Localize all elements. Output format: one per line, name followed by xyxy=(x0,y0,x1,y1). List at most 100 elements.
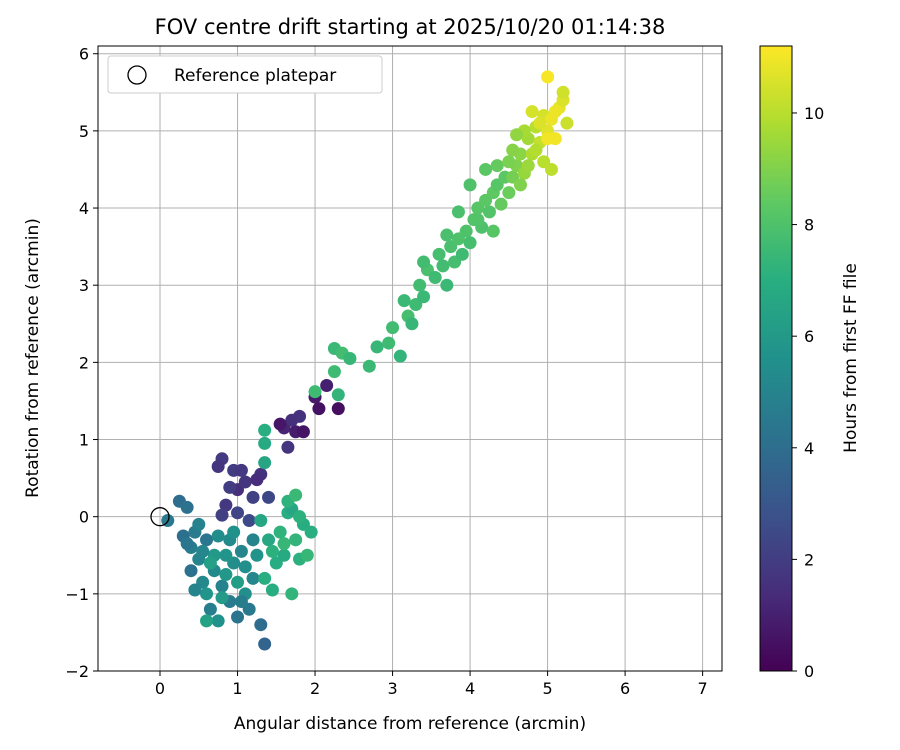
scatter-point xyxy=(436,259,450,273)
scatter-point xyxy=(265,583,279,597)
scatter-point xyxy=(513,178,527,192)
scatter-point xyxy=(455,247,469,261)
scatter-point xyxy=(405,317,419,331)
scatter-point xyxy=(277,537,291,551)
scatter-point xyxy=(203,602,217,616)
scatter-point xyxy=(211,614,225,628)
scatter-point xyxy=(397,294,411,308)
scatter-point xyxy=(246,533,260,547)
x-tick-label: 1 xyxy=(232,679,242,698)
scatter-point xyxy=(541,70,555,84)
scatter-point xyxy=(343,352,357,365)
scatter-point xyxy=(211,460,225,474)
scatter-point xyxy=(482,205,496,219)
scatter-point xyxy=(246,571,260,585)
scatter-point xyxy=(184,564,198,578)
scatter-point xyxy=(258,637,272,651)
scatter-point xyxy=(215,579,229,593)
scatter-point xyxy=(428,270,442,284)
scatter-point xyxy=(525,105,539,119)
scatter-point xyxy=(296,425,310,439)
scatter-point xyxy=(502,155,516,169)
scatter-point xyxy=(258,423,272,437)
scatter-point xyxy=(285,587,299,601)
scatter-point xyxy=(544,162,558,176)
colorbar: 0 2 4 6 8 10 Hours from first FF file xyxy=(759,45,861,681)
scatter-point xyxy=(393,349,407,363)
y-tick-label: 6 xyxy=(79,45,89,64)
scatter-point xyxy=(180,500,194,514)
scatter-point xyxy=(459,224,473,238)
scatter-point xyxy=(308,385,322,399)
scatter-point xyxy=(231,575,245,589)
colorbar-label: Hours from first FF file xyxy=(841,263,861,453)
scatter-point xyxy=(362,359,376,373)
scatter-point xyxy=(451,205,465,219)
scatter-point xyxy=(479,162,493,176)
y-tick-label: 2 xyxy=(79,353,89,372)
scatter-point xyxy=(227,525,241,539)
scatter-point xyxy=(417,290,431,304)
scatter-point xyxy=(200,533,214,547)
legend-entry-reference-platepar: Reference platepar xyxy=(174,66,336,86)
scatter-point xyxy=(331,388,345,402)
scatter-point xyxy=(432,247,446,261)
scatter-point xyxy=(304,525,318,539)
scatter-point xyxy=(502,186,516,200)
legend: Reference platepar xyxy=(107,55,383,94)
reference-point-marker xyxy=(150,507,170,527)
colorbar-tick-label: 8 xyxy=(804,216,814,235)
x-tick-label: 3 xyxy=(387,679,397,698)
scatter-point xyxy=(215,591,229,605)
scatter-point xyxy=(273,525,287,539)
colorbar-tick-label: 4 xyxy=(804,439,814,458)
scatter-point xyxy=(234,463,248,477)
scatter-point xyxy=(231,610,245,624)
scatter-point xyxy=(273,417,287,431)
scatter-point xyxy=(254,618,268,632)
scatter-point xyxy=(370,340,384,354)
scatter-point xyxy=(327,365,341,379)
y-tick-label: 5 xyxy=(79,122,89,141)
x-tick-label: 5 xyxy=(542,679,552,698)
scatter-point xyxy=(215,508,229,522)
scatter-point xyxy=(382,336,396,350)
scatter-point xyxy=(238,475,252,489)
scatter-point xyxy=(548,105,562,119)
scatter-point xyxy=(281,440,295,454)
scatter-point xyxy=(417,255,431,269)
scatter-point xyxy=(250,473,264,487)
scatter-point xyxy=(250,548,264,562)
x-tick-label: 7 xyxy=(698,679,708,698)
scatter-point xyxy=(262,533,276,547)
scatter-point xyxy=(331,402,345,416)
colorbar-tick-label: 2 xyxy=(804,550,814,569)
scatter-point xyxy=(463,236,477,250)
scatter-point xyxy=(413,278,427,292)
scatter-point xyxy=(200,587,214,601)
colorbar-tick-label: 0 xyxy=(804,662,814,681)
scatter-point xyxy=(219,498,233,512)
scatter-point xyxy=(386,321,400,335)
legend-box xyxy=(107,55,383,94)
y-tick-label: −1 xyxy=(65,585,89,604)
scatter-point xyxy=(289,488,303,502)
scatter-point xyxy=(219,548,233,562)
x-tick-label: 4 xyxy=(465,679,475,698)
y-tick-label: 1 xyxy=(79,431,89,450)
scatter-point xyxy=(312,402,326,416)
x-axis-ticks: 0 1 2 3 4 5 6 7 xyxy=(155,671,708,698)
scatter-point xyxy=(510,128,524,142)
colorbar-ticks: 0 2 4 6 8 10 xyxy=(792,104,824,681)
scatter-point xyxy=(223,480,237,494)
scatter-point xyxy=(180,537,194,551)
scatter-point xyxy=(533,116,547,130)
scatter-point xyxy=(506,143,520,157)
scatter-point xyxy=(234,544,248,558)
scatter-point xyxy=(440,278,454,292)
scatter-point xyxy=(219,568,233,582)
scatter-point xyxy=(471,213,485,227)
scatter-point xyxy=(440,228,454,242)
scatter-point xyxy=(529,143,543,157)
y-tick-label: 0 xyxy=(79,508,89,527)
